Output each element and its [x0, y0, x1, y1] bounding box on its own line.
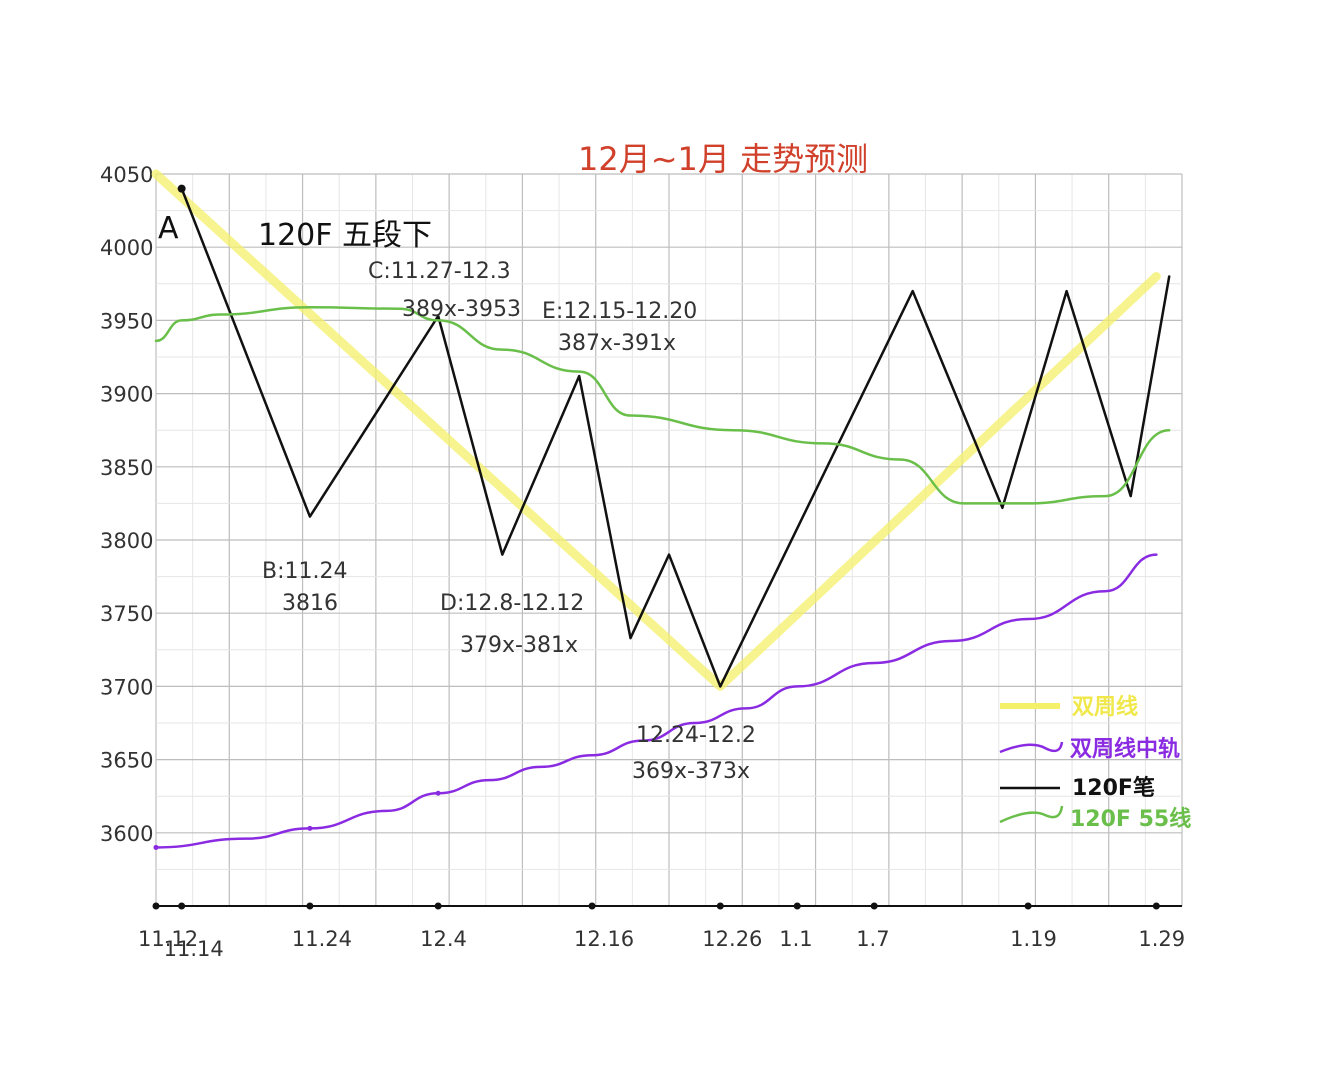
x-tick-label: 1.7 [856, 927, 889, 951]
series-point [307, 825, 313, 831]
series-line-1 [154, 553, 1158, 849]
x-tick-label: 12.26 [702, 927, 762, 951]
series-line-2 [180, 187, 1171, 688]
legend: 双周线 双周线中轨 120F笔 120F 55线 [999, 694, 1191, 832]
y-tick-label: 3850 [100, 456, 153, 480]
y-tick-label: 3950 [100, 309, 153, 333]
x-tick-label: 1.1 [779, 927, 812, 951]
y-tick-label: 3700 [100, 675, 153, 699]
x-tick-mark [870, 902, 878, 910]
legend-label-yellow: 双周线 [1072, 694, 1138, 720]
legend-swatch-purple [999, 741, 1064, 754]
annotation-b-date: B:11.24 [262, 559, 348, 584]
legend-label-black: 120F笔 [1072, 775, 1155, 801]
x-tick-mark [588, 902, 596, 910]
x-tick-mark [793, 902, 801, 910]
legend-label-purple: 双周线中轨 [1070, 736, 1180, 762]
legend-label-green: 120F 55线 [1070, 806, 1191, 832]
y-tick-label: 4000 [100, 236, 153, 260]
annotation-e-date: E:12.15-12.20 [542, 299, 697, 324]
x-tick-mark [1024, 902, 1032, 910]
y-tick-label: 3900 [100, 383, 153, 407]
y-axis-ticks: 4050 4000 3950 3900 3850 3800 3750 3700 3650 3600 [100, 163, 153, 846]
x-tick-label: 12.4 [420, 927, 467, 951]
grid [155, 173, 1183, 907]
x-tick-mark [1152, 902, 1160, 910]
series-point [435, 790, 441, 796]
x-tick-label: 11.12 [138, 927, 198, 951]
x-tick-label: 12.16 [574, 927, 634, 951]
legend-swatch-green [999, 805, 1064, 824]
y-tick-label: 3800 [100, 529, 153, 553]
annotation-bottom-range: 369x-373x [632, 759, 750, 784]
annotation-d-date: D:12.8-12.12 [440, 591, 584, 616]
x-tick-mark [306, 902, 314, 910]
x-tick-mark [178, 902, 186, 910]
y-tick-label: 3600 [100, 822, 153, 846]
series-start-point [177, 184, 186, 193]
series-line-3 [154, 305, 1171, 505]
annotation-e-range: 387x-391x [558, 331, 676, 356]
annotation-bottom-date: 12.24-12.2 [636, 723, 756, 748]
y-tick-label: 3650 [100, 749, 153, 773]
y-tick-label: 4050 [100, 163, 153, 187]
annotation-c-date: C:11.27-12.3 [368, 259, 511, 284]
series-layer [151, 169, 1171, 850]
x-tick-mark [716, 902, 724, 910]
chart-title: 12月~1月 走势预测 [578, 140, 868, 178]
annotation-b-value: 3816 [282, 591, 338, 616]
x-tick-label: 11.14 [164, 937, 224, 961]
x-tick-mark [152, 902, 160, 910]
annotation-c-range: 389x-3953 [402, 297, 521, 322]
annotation-d-range: 379x-381x [460, 633, 578, 658]
annotation-five-segment: 120F 五段下 [258, 218, 432, 253]
y-tick-label: 3750 [100, 602, 153, 626]
annotation-a: A [158, 211, 179, 246]
x-tick-label: 1.29 [1138, 927, 1185, 951]
x-tick-mark [434, 902, 442, 910]
series-point [153, 844, 159, 850]
x-tick-label: 11.24 [292, 927, 352, 951]
x-tick-label: 1.19 [1010, 927, 1057, 951]
